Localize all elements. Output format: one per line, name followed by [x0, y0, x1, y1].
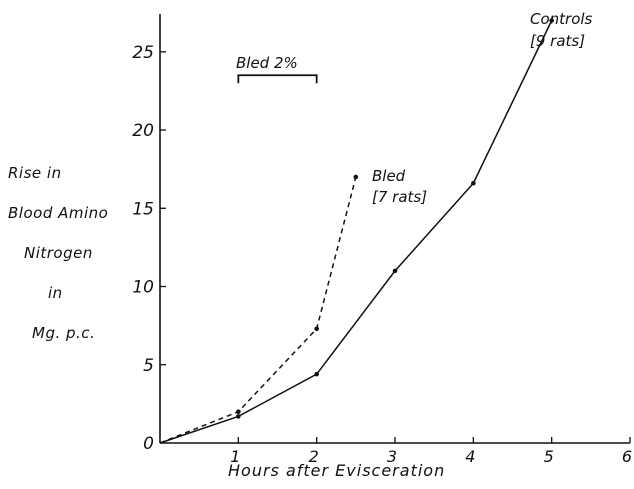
y-tick-label: 0: [143, 434, 154, 454]
ticks: 0 5 10 15 20 25 1 2 3 4 5 6: [132, 43, 632, 466]
x-tick-label: 5: [544, 447, 554, 466]
series-line-1: [159, 20, 553, 444]
series-1-point: [314, 371, 319, 377]
bled-bracket: [237, 74, 318, 84]
axes: [159, 14, 630, 444]
x-tick-label: 1: [230, 447, 240, 466]
series-1-point: [236, 414, 241, 419]
controls-label: Controls: [530, 10, 593, 28]
series-1-point: [392, 268, 398, 274]
series-group: [159, 18, 554, 444]
y-axis-label-line-5: Mg. p.c.: [32, 324, 95, 342]
y-tick-label: 10: [132, 278, 154, 298]
bled-series-label: Bled: [372, 167, 406, 185]
x-tick-label: 2: [309, 447, 319, 466]
x-tick-label: 4: [465, 447, 475, 466]
series-1-point: [549, 18, 554, 23]
controls-count-label: [9 rats]: [530, 32, 585, 50]
series-2-point: [236, 409, 241, 415]
x-tick-label: 3: [387, 447, 397, 466]
y-tick-label: 15: [132, 199, 154, 219]
y-tick-label: 5: [143, 356, 154, 376]
series-line-2: [159, 176, 357, 444]
y-axis-label-line-4: in: [48, 284, 63, 302]
y-tick-label: 20: [132, 121, 154, 141]
y-axis-label-line-1: Rise in: [8, 164, 62, 182]
y-axis-label-line-2: Blood Amino: [8, 204, 108, 222]
y-tick-label: 25: [132, 43, 154, 63]
y-axis-label-line-3: Nitrogen: [24, 244, 93, 262]
bled-bracket-label: Bled 2%: [236, 54, 298, 72]
series-1-point: [471, 180, 476, 186]
x-tick-label: 6: [622, 447, 632, 466]
series-2-point: [353, 174, 359, 180]
x-axis-label: Hours after Evisceration: [228, 461, 445, 480]
bled-count-label: [7 rats]: [372, 188, 427, 206]
series-2-point: [314, 326, 319, 332]
